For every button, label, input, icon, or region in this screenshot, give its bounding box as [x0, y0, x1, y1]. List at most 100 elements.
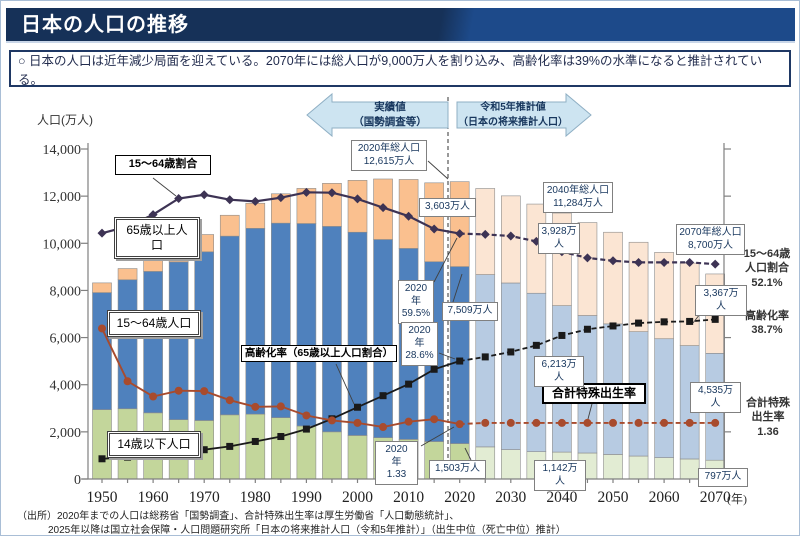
marker-高齢化率（65歳以上人口割合）-1985 [277, 433, 285, 441]
marker-15～64歳割合-1975 [225, 195, 235, 205]
marker-15～64歳割合-2000 [353, 194, 362, 204]
marker-高齢化率（65歳以上人口割合）-1990 [302, 425, 310, 433]
annotation-child-2040: 1,142万 人 [534, 460, 586, 491]
annotation-leader-line [452, 273, 463, 303]
marker-15～64歳割合-1995 [327, 188, 337, 198]
bar-1985-14歳以下人口 [271, 417, 291, 480]
x-tick-label: 2010 [393, 489, 424, 506]
x-tick-label: 2030 [495, 489, 526, 506]
x-tick-label: 2050 [598, 489, 629, 506]
bar-2055-14歳以下人口 [628, 455, 649, 480]
annotation-total-2040: 2040年総人口 11,284万人 [543, 182, 613, 213]
y-tick-label: 14,000 [43, 143, 82, 158]
annotation-tfr-2020: 2020 年 1.33 [375, 441, 418, 485]
marker-高齢化率（65歳以上人口割合）-2055 [635, 319, 643, 327]
line-projected-合計特殊出生率 [459, 421, 716, 426]
marker-合計特殊出生率-2070 [711, 418, 720, 427]
marker-15～64歳割合-2070 [710, 259, 720, 269]
bar-1980-15～64歳人口 [245, 228, 266, 415]
bar-2020-15～64歳人口 [449, 266, 470, 444]
marker-合計特殊出生率-1950 [98, 324, 106, 333]
marker-高齢化率（65歳以上人口割合）-1980 [251, 437, 259, 445]
marker-合計特殊出生率-1965 [174, 386, 183, 395]
annotation-child-2070: 797万人 [698, 468, 748, 487]
bar-2000-65歳以上人口 [347, 180, 368, 233]
marker-高齢化率（65歳以上人口割合）-2045 [583, 325, 591, 333]
bar-2045-65歳以上人口 [577, 222, 598, 316]
right-label-ratio-15-64: 15～64歳 人口割合 52.1% [736, 247, 798, 290]
bar-2005-15～64歳人口 [373, 239, 393, 439]
marker-高齢化率（65歳以上人口割合）-2025 [481, 353, 489, 361]
page-title: 日本の人口の推移 [6, 8, 795, 43]
bar-2020-65歳以上人口 [449, 181, 470, 267]
bar-1985-15～64歳人口 [271, 222, 291, 418]
marker-合計特殊出生率-2025 [481, 418, 490, 427]
marker-合計特殊出生率-2050 [609, 418, 617, 427]
annotation-ratio-2020: 2020 年 59.5% [398, 280, 434, 324]
annotation-total-2070: 2070年総人口 8,700万人 [676, 224, 745, 255]
summary-text: ○ 日本の人口は近年減少局面を迎えている。2070年には総人口が9,000万人を… [18, 53, 763, 87]
annotation-65plus-2070: 3,367万 人 [695, 285, 747, 316]
marker-15～64歳割合-2055 [634, 257, 644, 267]
bar-1995-15～64歳人口 [322, 226, 342, 433]
y-tick-label: 0 [74, 473, 81, 488]
annotation-working-2070: 4,535万 人 [690, 382, 741, 413]
marker-15～64歳割合-2020 [455, 229, 465, 239]
x-tick-label: 2060 [649, 489, 680, 506]
marker-15～64歳割合-2005 [378, 203, 388, 213]
callout-aging-rate: 高齢化率（65歳以上人口割合） [241, 345, 397, 363]
x-tick-label: 1960 [138, 489, 169, 506]
annotation-leader-line [152, 177, 177, 197]
marker-15～64歳割合-1970 [199, 190, 209, 200]
marker-合計特殊出生率-2000 [353, 418, 362, 427]
marker-高齢化率（65歳以上人口割合）-1970 [200, 446, 208, 454]
y-tick-label: 2,000 [50, 426, 82, 441]
marker-合計特殊出生率-2035 [532, 418, 541, 427]
marker-合計特殊出生率-1995 [327, 416, 336, 425]
bar-1980-65歳以上人口 [245, 202, 266, 229]
projection-period-arrow-label: 令和5年推計値 （日本の将来推計人口） [458, 102, 568, 128]
marker-合計特殊出生率-2010 [404, 417, 413, 426]
source-note-line2: 2025年以降は国立社会保障・人口問題研究所「日本の将来推計人口（令和5年推計）… [48, 525, 566, 536]
right-label-fertility-rate: 合計特殊 出生率 1.36 [739, 396, 797, 439]
bar-1980-14歳以下人口 [245, 413, 266, 480]
annotation-working-2020: 7,509万人 [442, 302, 498, 321]
marker-15～64歳割合-1950 [97, 228, 107, 238]
x-tick-label: 1990 [291, 489, 322, 506]
annotation-leader-line [335, 363, 355, 405]
callout-fertility-rate: 合計特殊出生率 [542, 383, 646, 404]
marker-15～64歳割合-2050 [608, 256, 618, 266]
marker-15～64歳割合-2045 [582, 253, 592, 263]
marker-合計特殊出生率-2060 [660, 418, 669, 427]
bar-1955-65歳以上人口 [117, 268, 138, 281]
marker-高齢化率（65歳以上人口割合）-2000 [354, 403, 361, 411]
bar-1960-65歳以上人口 [143, 258, 163, 272]
x-tick-label: 2040 [546, 489, 577, 506]
projection-period-arrow [456, 92, 592, 138]
marker-高齢化率（65歳以上人口割合）-2065 [686, 317, 694, 325]
annotation-aging-2020: 2020 年 28.6% [401, 322, 438, 366]
y-tick-label: 8,000 [50, 284, 82, 299]
marker-高齢化率（65歳以上人口割合）-1950 [98, 455, 106, 463]
marker-高齢化率（65歳以上人口割合）-2035 [532, 341, 540, 349]
marker-合計特殊出生率-2040 [557, 418, 566, 427]
marker-合計特殊出生率-2005 [379, 423, 388, 432]
annotation-65plus-2040: 3,928万 人 [538, 223, 580, 254]
bar-1995-14歳以下人口 [322, 431, 342, 480]
marker-15～64歳割合-1985 [276, 193, 286, 203]
y-tick-label: 4,000 [50, 379, 82, 394]
marker-15～64歳割合-2025 [480, 229, 490, 239]
marker-合計特殊出生率-2015 [430, 415, 439, 424]
annotation-working-2040: 6,213万 人 [534, 356, 584, 387]
y-axis-title: 人口(万人) [37, 113, 93, 127]
bar-2050-65歳以上人口 [603, 231, 623, 325]
bar-2015-65歳以上人口 [424, 182, 444, 263]
x-tick-label: 2020 [444, 489, 475, 506]
marker-合計特殊出生率-1955 [123, 377, 132, 386]
y-tick-label: 12,000 [43, 190, 82, 205]
bar-2050-14歳以下人口 [603, 454, 623, 480]
marker-15～64歳割合-1965 [174, 194, 184, 203]
bar-2065-14歳以下人口 [679, 458, 700, 480]
marker-15～64歳割合-2030 [506, 231, 516, 241]
